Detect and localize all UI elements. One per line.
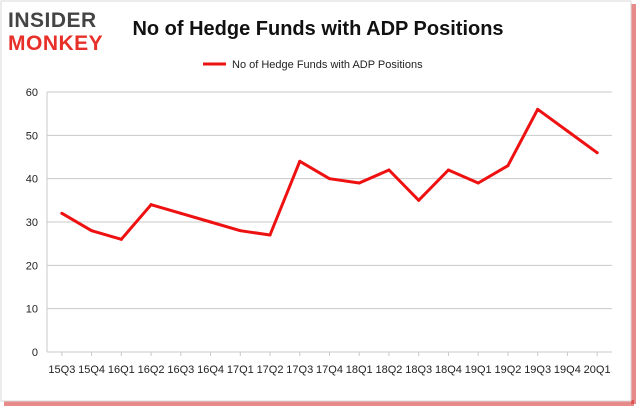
x-tick-label: 17Q2: [257, 364, 284, 376]
y-tick-label: 20: [26, 260, 38, 272]
logo-line2: MONKEY: [8, 32, 103, 55]
chart-background: [0, 0, 632, 402]
y-tick-label: 50: [26, 130, 38, 142]
data-point: [298, 159, 302, 163]
data-point: [268, 233, 272, 237]
data-point: [179, 211, 183, 215]
y-tick-label: 30: [26, 217, 38, 229]
data-point: [238, 229, 242, 233]
data-point: [536, 107, 540, 111]
y-tick-label: 60: [26, 87, 38, 99]
data-point: [60, 211, 64, 215]
data-point: [357, 181, 361, 185]
chart-title: No of Hedge Funds with ADP Positions: [132, 18, 503, 40]
data-point: [90, 229, 94, 233]
x-tick-label: 19Q1: [465, 364, 492, 376]
data-point: [417, 198, 421, 202]
x-tick-label: 18Q1: [346, 364, 373, 376]
data-point: [476, 181, 480, 185]
x-tick-label: 16Q1: [108, 364, 135, 376]
x-tick-label: 16Q2: [138, 364, 165, 376]
x-tick-label: 18Q4: [435, 364, 462, 376]
x-tick-label: 17Q3: [286, 364, 313, 376]
x-tick-label: 19Q4: [554, 364, 581, 376]
logo-line1: INSIDER: [8, 9, 97, 32]
x-tick-label: 15Q4: [78, 364, 105, 376]
x-tick-label: 19Q3: [524, 364, 551, 376]
x-tick-label: 17Q1: [227, 364, 254, 376]
x-tick-label: 18Q2: [376, 364, 403, 376]
x-tick-label: 16Q4: [197, 364, 224, 376]
x-tick-label: 17Q4: [316, 364, 343, 376]
frame-shadow-right: [631, 4, 636, 404]
data-point: [209, 220, 213, 224]
data-point: [506, 164, 510, 168]
data-point: [565, 129, 569, 133]
x-tick-label: 19Q2: [494, 364, 521, 376]
data-point: [446, 168, 450, 172]
series-layer: [60, 107, 599, 241]
legend: No of Hedge Funds with ADP Positions: [203, 59, 423, 71]
x-tick-label: 20Q1: [584, 364, 611, 376]
y-tick-label: 0: [32, 347, 38, 359]
x-axis: 15Q3 15Q4 16Q1 16Q2 16Q3 16Q4 17Q1 17Q2 17Q3 17Q4…: [48, 352, 611, 376]
data-point: [149, 203, 153, 207]
frame-shadow-bottom: [4, 400, 634, 406]
x-tick-label: 16Q3: [167, 364, 194, 376]
insider-monkey-logo: INSIDER MONKEY: [8, 9, 103, 55]
x-tick-label: 18Q3: [405, 364, 432, 376]
data-point: [328, 177, 331, 181]
data-point: [387, 168, 391, 172]
y-tick-label: 40: [26, 174, 38, 186]
y-axis: 0 10 20 30 40 50 60: [26, 87, 38, 359]
data-point: [595, 151, 599, 155]
data-point: [119, 237, 123, 241]
y-tick-label: 10: [26, 304, 38, 316]
legend-label: No of Hedge Funds with ADP Positions: [232, 59, 423, 71]
x-tick-label: 15Q3: [48, 364, 75, 376]
